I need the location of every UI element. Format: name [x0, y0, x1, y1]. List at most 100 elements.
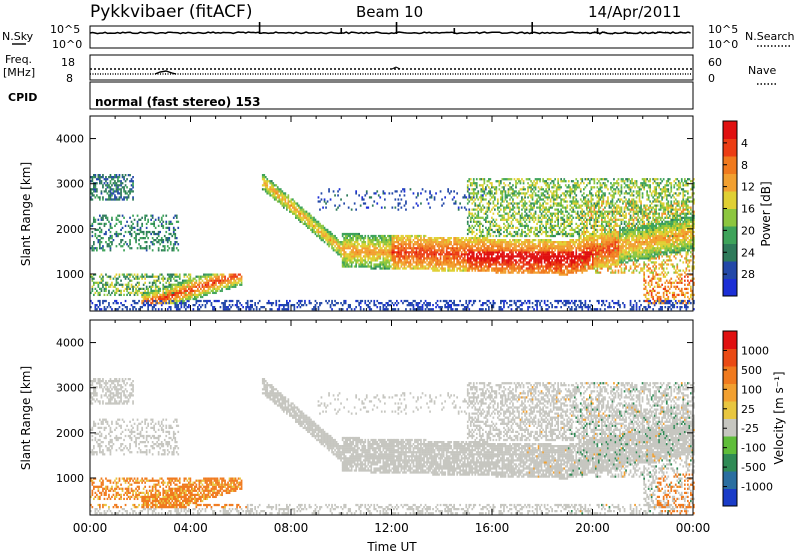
power-cell — [458, 261, 460, 263]
power-cell — [298, 300, 300, 302]
power-cell — [188, 284, 190, 286]
power-cell — [131, 284, 133, 286]
power-cell — [541, 194, 543, 196]
power-cell — [342, 304, 344, 306]
power-cell — [443, 255, 445, 257]
power-cell — [530, 186, 532, 188]
power-cell — [309, 225, 311, 227]
power-cell — [508, 233, 510, 235]
power-cell — [505, 243, 507, 245]
power-cell — [298, 213, 300, 215]
power-cell — [521, 215, 523, 217]
power-cell — [490, 249, 492, 251]
power-cell — [170, 286, 172, 288]
power-cell — [162, 280, 164, 282]
power-cell — [419, 249, 421, 251]
power-cell — [355, 247, 357, 249]
power-cell — [200, 292, 202, 294]
power-cell — [376, 241, 378, 243]
power-cell — [137, 282, 139, 284]
power-cell — [533, 261, 535, 263]
power-cell — [441, 253, 443, 255]
power-cell — [328, 237, 330, 239]
power-cell — [165, 227, 167, 229]
power-cell — [96, 249, 98, 251]
power-cell — [185, 308, 187, 310]
power-cell — [319, 223, 321, 225]
power-cell — [527, 306, 529, 308]
power-cell — [524, 300, 526, 302]
power-cell — [392, 241, 394, 243]
power-cell — [514, 192, 516, 194]
power-cell — [545, 190, 547, 192]
power-cell — [496, 219, 498, 221]
power-cell — [262, 306, 264, 308]
power-cell — [468, 249, 470, 251]
power-cell — [464, 247, 466, 249]
power-cell — [352, 257, 354, 259]
power-cell — [509, 261, 511, 263]
power-cell — [221, 290, 223, 292]
power-cell — [473, 255, 475, 257]
power-cell — [306, 304, 308, 306]
power-cell — [441, 237, 443, 239]
power-cell — [508, 261, 510, 263]
power-cell — [135, 233, 137, 235]
power-cell — [465, 261, 467, 263]
power-cell — [422, 308, 424, 310]
power-cell — [547, 249, 549, 251]
power-cell — [269, 186, 271, 188]
power-cell — [297, 211, 299, 213]
power-cell — [544, 207, 546, 209]
power-cell — [517, 265, 519, 267]
power-cell — [182, 282, 184, 284]
power-cell — [140, 306, 142, 308]
power-cell — [375, 304, 377, 306]
power-cell — [538, 207, 540, 209]
power-cell — [402, 302, 404, 304]
power-cell — [232, 274, 234, 276]
power-cell — [119, 176, 121, 178]
power-cell — [165, 298, 167, 300]
power-cell — [162, 239, 164, 241]
power-cell — [444, 306, 446, 308]
power-cell — [125, 184, 127, 186]
power-cell — [524, 200, 526, 202]
power-cell — [132, 184, 134, 186]
power-cell — [337, 207, 339, 209]
power-cell — [373, 243, 375, 245]
power-cell — [161, 237, 163, 239]
power-cell — [477, 217, 479, 219]
power-cell — [524, 215, 526, 217]
power-cell — [471, 202, 473, 204]
power-cell — [310, 225, 312, 227]
power-cell — [123, 290, 125, 292]
power-cell — [343, 265, 345, 267]
power-cell — [488, 300, 490, 302]
power-cell — [304, 215, 306, 217]
power-cell — [146, 294, 148, 296]
power-cell — [437, 249, 439, 251]
power-cell — [102, 249, 104, 251]
power-cell — [206, 286, 208, 288]
power-cell — [117, 190, 119, 192]
power-cell — [532, 182, 534, 184]
power-cell — [111, 217, 113, 219]
power-cell — [199, 292, 201, 294]
power-cell — [291, 209, 293, 211]
power-cell — [343, 251, 345, 253]
power-cell — [179, 288, 181, 290]
power-cell — [315, 225, 317, 227]
power-cell — [488, 209, 490, 211]
power-cell — [496, 249, 498, 251]
power-cell — [465, 263, 467, 265]
power-cell — [120, 180, 122, 182]
power-cell — [367, 263, 369, 265]
power-cell — [285, 202, 287, 204]
power-cell — [105, 290, 107, 292]
power-cell — [104, 294, 106, 296]
power-cell — [184, 304, 186, 306]
power-cell — [168, 221, 170, 223]
power-cell — [92, 176, 94, 178]
power-cell — [461, 251, 463, 253]
